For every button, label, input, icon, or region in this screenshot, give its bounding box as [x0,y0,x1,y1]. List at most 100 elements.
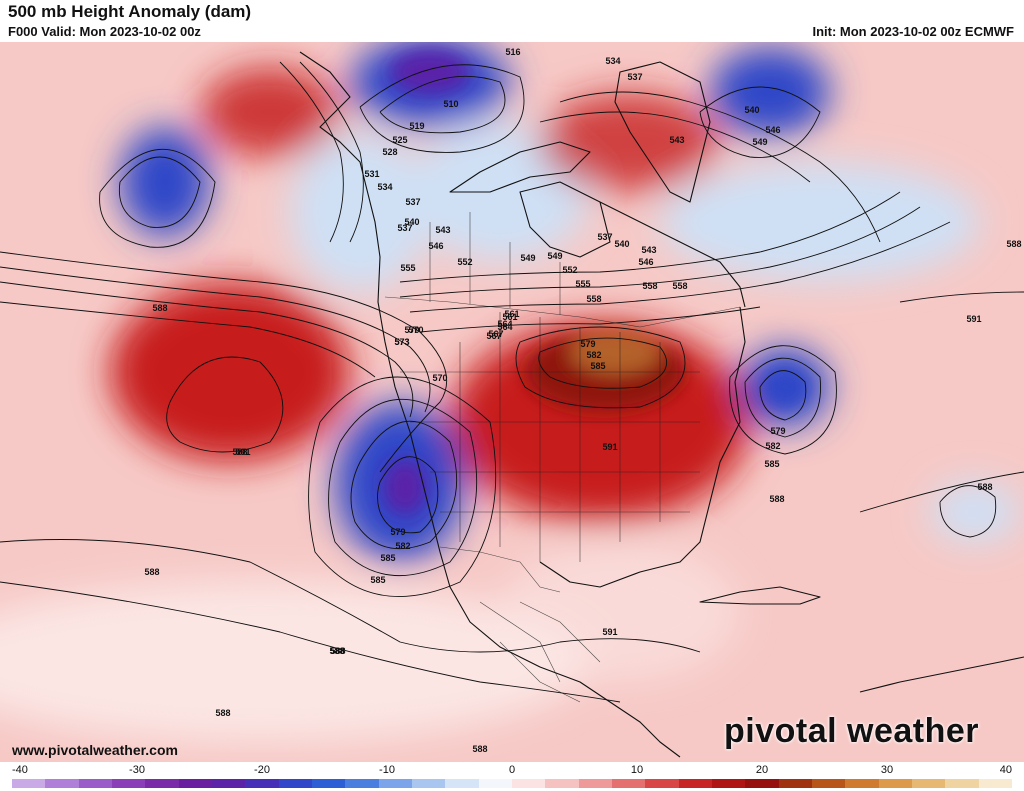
color-scale-swatch [911,779,946,788]
contour-line [166,356,284,453]
color-scale-swatch [12,779,46,788]
color-scale-swatch [278,779,312,788]
height-label: 588 [472,744,487,754]
color-scale-swatch [678,779,712,788]
color-scale-swatch [978,779,1012,788]
contour-line [759,370,807,421]
height-label: 561 [504,309,519,319]
color-scale: -40 -30 -20 -10 0 10 20 30 40 [12,764,1012,791]
contour-line [0,281,414,418]
contour-line [118,156,201,228]
ridge-peak [570,330,660,374]
height-label: 588 [152,303,167,313]
color-scale-swatch [478,779,512,788]
height-label: 540 [614,239,629,249]
color-scale-tick-label: 20 [755,764,769,776]
height-label: 588 [330,646,345,656]
color-scale-swatch [211,779,246,788]
color-scale-swatch [878,779,912,788]
contour-labels: 5165345375105195255285315345375405435465… [144,47,1021,754]
height-label: 555 [575,279,590,289]
greenland [614,61,711,203]
color-scale-swatch [145,779,179,788]
contour-line [859,471,1024,513]
height-label: 525 [392,135,407,145]
color-scale-swatch [545,779,579,788]
state-lines [400,312,700,562]
color-scale-swatch [345,779,379,788]
contour-line [328,399,478,576]
height-label: 543 [669,135,684,145]
height-label: 555 [400,263,415,273]
color-scale-swatch [111,779,146,788]
negative-anomaly-bering [120,127,210,237]
color-scale-tick-label: 0 [508,764,516,776]
contour-line [0,251,448,473]
weak-negative-area [930,482,1020,542]
height-label: 549 [520,253,535,263]
arctic-islands [449,141,591,193]
height-label: 564 [497,322,512,332]
contour-line [409,221,951,313]
contour-line [0,539,701,653]
weak-negative-area [660,162,980,282]
contour-line [939,485,997,538]
color-scale-swatch [78,779,112,788]
contour-line [515,326,686,409]
contour-line [0,301,376,378]
mexico-states [479,601,601,703]
negative-anomaly-west-canada [290,132,430,292]
height-label: 585 [590,361,605,371]
us-canada-border [384,296,741,328]
height-label: 582 [395,541,410,551]
us-mexico-border [439,546,561,593]
height-label: 591 [602,442,617,452]
height-label: 570 [432,373,447,383]
contour-line [729,345,837,455]
height-label: 573 [394,337,409,347]
color-scale-swatch [811,779,846,788]
positive-anomaly-alaska [200,67,340,157]
color-scale-strip [12,779,1012,788]
gulf-coastline [539,306,746,588]
height-label: 546 [428,241,443,251]
height-label: 579 [390,527,405,537]
color-scale-swatch [611,779,646,788]
height-label: 582 [586,350,601,360]
height-label: 570 [404,325,419,335]
color-scale-swatch [645,779,679,788]
color-scale-swatch [245,779,279,788]
color-scale-swatch [311,779,346,788]
valid-time: F000 Valid: Mon 2023-10-02 00z [8,24,201,39]
height-label: 534 [605,56,620,66]
color-scale-swatch [45,779,79,788]
north-america-coastline [299,51,681,758]
height-label: 591 [235,447,250,457]
init-time: Init: Mon 2023-10-02 00z ECMWF [812,24,1014,39]
height-label: 549 [752,137,767,147]
color-scale-swatch [445,779,479,788]
positive-anomaly-gulf [500,542,740,682]
height-label: 567 [486,331,501,341]
height-label: 561 [502,312,517,322]
height-label: 579 [770,426,785,436]
color-scale-swatch [578,779,612,788]
height-label: 567 [488,329,503,339]
color-scale-tick-label: 10 [630,764,644,776]
color-scale-tick-label: -40 [12,764,28,776]
height-label: 546 [765,125,780,135]
color-scale-tick-label: 40 [999,764,1012,776]
height-label: 516 [505,47,520,57]
height-label: 552 [457,257,472,267]
contour-line [538,337,668,389]
height-label: 588 [232,447,247,457]
contour-line [350,420,458,550]
height-label: 570 [408,325,423,335]
height-label: 546 [638,257,653,267]
contour-line [0,266,431,413]
trough-core-atlantic [765,369,805,405]
contour-line [744,357,821,438]
height-label: 543 [435,225,450,235]
contour-line [0,581,621,703]
website-url[interactable]: www.pivotalweather.com [12,742,178,758]
